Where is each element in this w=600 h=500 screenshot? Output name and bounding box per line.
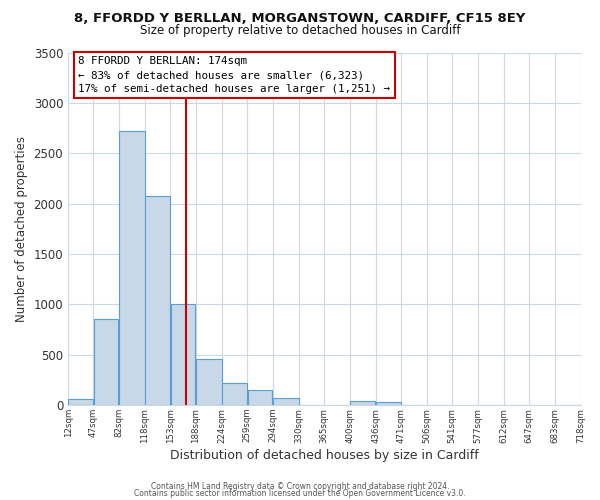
Text: Size of property relative to detached houses in Cardiff: Size of property relative to detached ho… <box>140 24 460 37</box>
Bar <box>119 131 145 405</box>
Bar <box>376 402 401 405</box>
Bar <box>196 359 221 405</box>
Text: Contains HM Land Registry data © Crown copyright and database right 2024.: Contains HM Land Registry data © Crown c… <box>151 482 449 491</box>
Bar <box>222 384 247 405</box>
Bar <box>68 400 93 405</box>
Bar <box>273 398 299 405</box>
Bar <box>94 320 118 405</box>
Bar <box>350 401 376 405</box>
Text: 8, FFORDD Y BERLLAN, MORGANSTOWN, CARDIFF, CF15 8EY: 8, FFORDD Y BERLLAN, MORGANSTOWN, CARDIF… <box>74 12 526 26</box>
Bar <box>145 196 170 405</box>
Text: 8 FFORDD Y BERLLAN: 174sqm
← 83% of detached houses are smaller (6,323)
17% of s: 8 FFORDD Y BERLLAN: 174sqm ← 83% of deta… <box>78 56 390 94</box>
Bar <box>248 390 272 405</box>
Bar <box>171 304 196 405</box>
Text: Contains public sector information licensed under the Open Government Licence v3: Contains public sector information licen… <box>134 489 466 498</box>
Y-axis label: Number of detached properties: Number of detached properties <box>15 136 28 322</box>
X-axis label: Distribution of detached houses by size in Cardiff: Distribution of detached houses by size … <box>170 450 479 462</box>
